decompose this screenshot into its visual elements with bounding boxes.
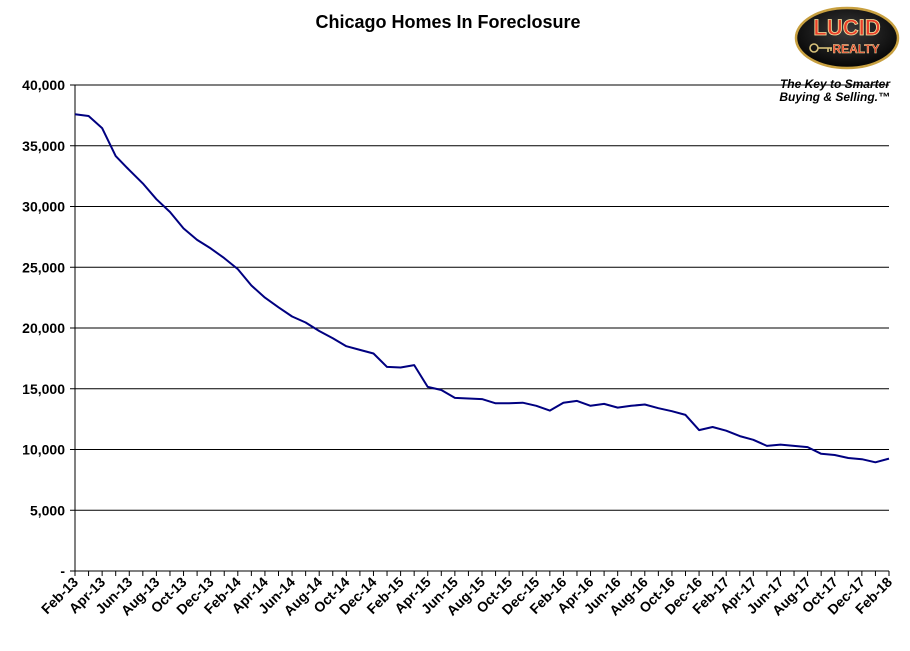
svg-text:LUCID: LUCID <box>813 15 880 40</box>
grid-lines <box>75 84 889 511</box>
y-tick-label: 10,000 <box>22 442 65 458</box>
logo-tagline: The Key to Smarter Buying & Selling.™ <box>760 78 890 104</box>
series-line <box>74 113 890 464</box>
y-tick-label: 5,000 <box>30 502 65 518</box>
y-tick-label: 30,000 <box>22 199 65 215</box>
series-lines <box>74 113 890 464</box>
lucid-realty-logo: LUCID REALTY <box>794 6 900 70</box>
x-axis: Feb-13Apr-13Jun-13Aug-13Oct-13Dec-13Feb-… <box>38 570 895 619</box>
y-tick-label: - <box>60 563 65 579</box>
y-tick-label: 20,000 <box>22 320 65 336</box>
y-axis: - 5,000 10,000 15,000 20,000 25,000 30,000 35,0… <box>22 77 76 579</box>
y-tick-label: 40,000 <box>22 77 65 93</box>
chart-title: Chicago Homes In Foreclosure <box>315 12 581 32</box>
y-tick-label: 25,000 <box>22 259 65 275</box>
tagline-line-2: Buying & Selling.™ <box>779 90 890 104</box>
svg-text:REALTY: REALTY <box>832 42 879 56</box>
y-tick-label: 15,000 <box>22 381 65 397</box>
tagline-line-1: The Key to Smarter <box>779 77 890 91</box>
y-tick-label: 35,000 <box>22 138 65 154</box>
